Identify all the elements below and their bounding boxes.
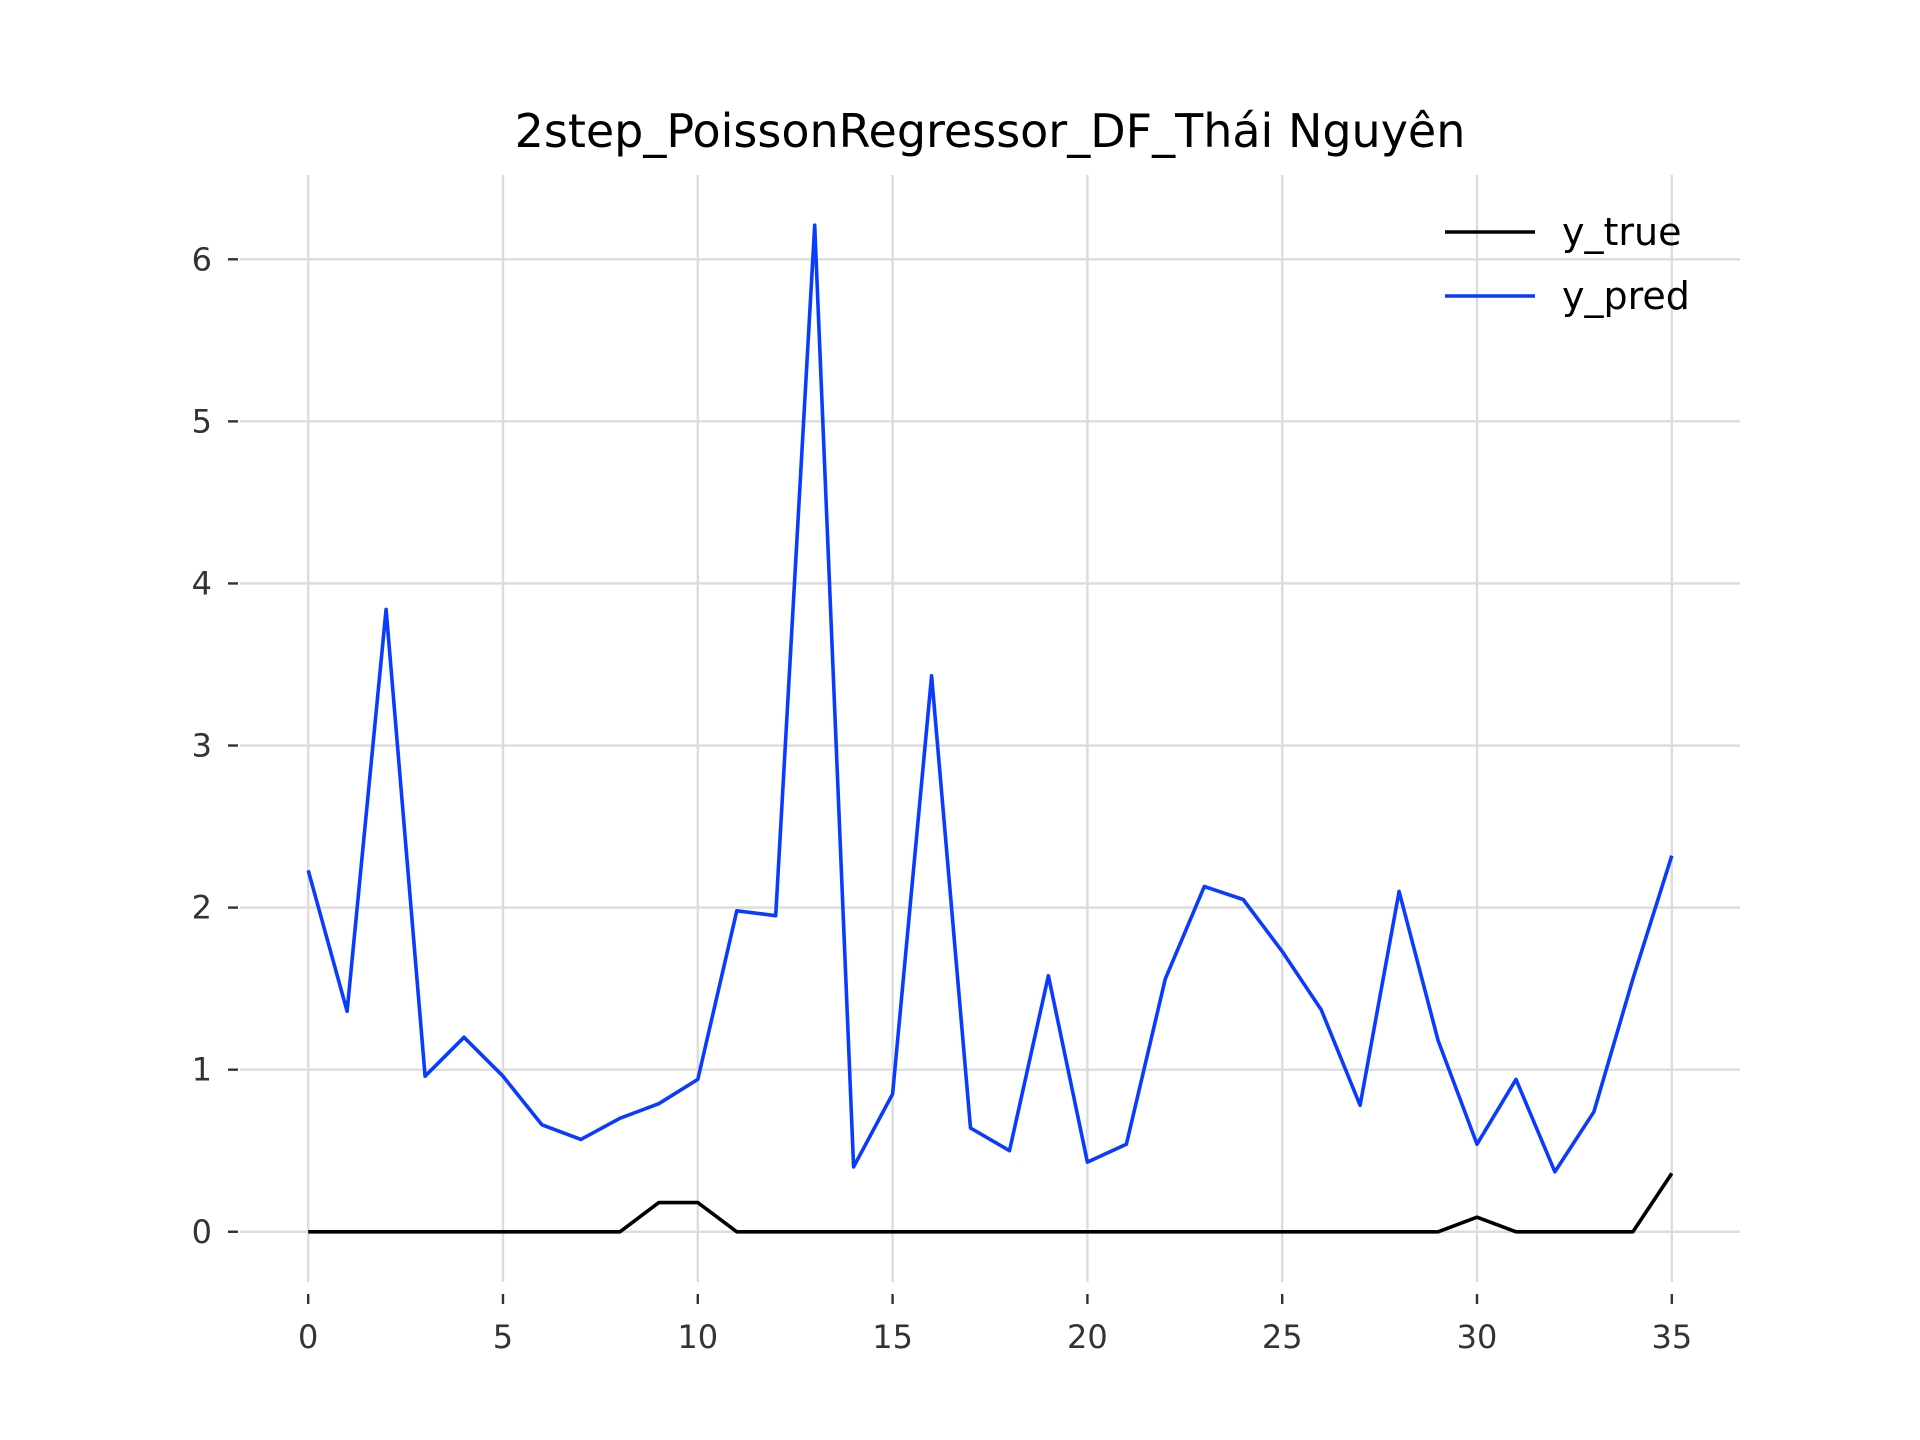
legend-label: y_pred [1562, 274, 1690, 318]
x-tick-label: 35 [1651, 1318, 1692, 1356]
y-tick-label: 5 [192, 402, 212, 440]
y-tick-label: 2 [192, 889, 212, 927]
x-tick-label: 10 [677, 1318, 718, 1356]
y-tick-label: 0 [192, 1213, 212, 1251]
series-lines [306, 223, 1674, 1234]
y-tick-label: 3 [192, 727, 212, 765]
y-tick-label: 1 [192, 1051, 212, 1089]
x-tick-label: 30 [1457, 1318, 1498, 1356]
grid-lines [240, 175, 1740, 1282]
legend-label: y_true [1562, 210, 1681, 254]
axis-ticks: 0 5 10 15 20 25 30 35 0 1 2 3 4 5 6 [192, 240, 1693, 1356]
y-tick-label: 4 [192, 564, 212, 602]
x-tick-label: 15 [872, 1318, 913, 1356]
series-line-y-true [308, 1172, 1674, 1234]
x-tick-label: 0 [298, 1318, 318, 1356]
x-tick-label: 20 [1067, 1318, 1108, 1356]
x-tick-label: 25 [1262, 1318, 1303, 1356]
y-tick-label: 6 [192, 240, 212, 278]
x-tick-label: 5 [493, 1318, 513, 1356]
series-line-y-pred [306, 223, 1674, 1174]
chart-title: 2step_PoissonRegressor_DF_Thái Nguyên [515, 104, 1466, 158]
legend: y_true y_pred [1445, 210, 1690, 318]
